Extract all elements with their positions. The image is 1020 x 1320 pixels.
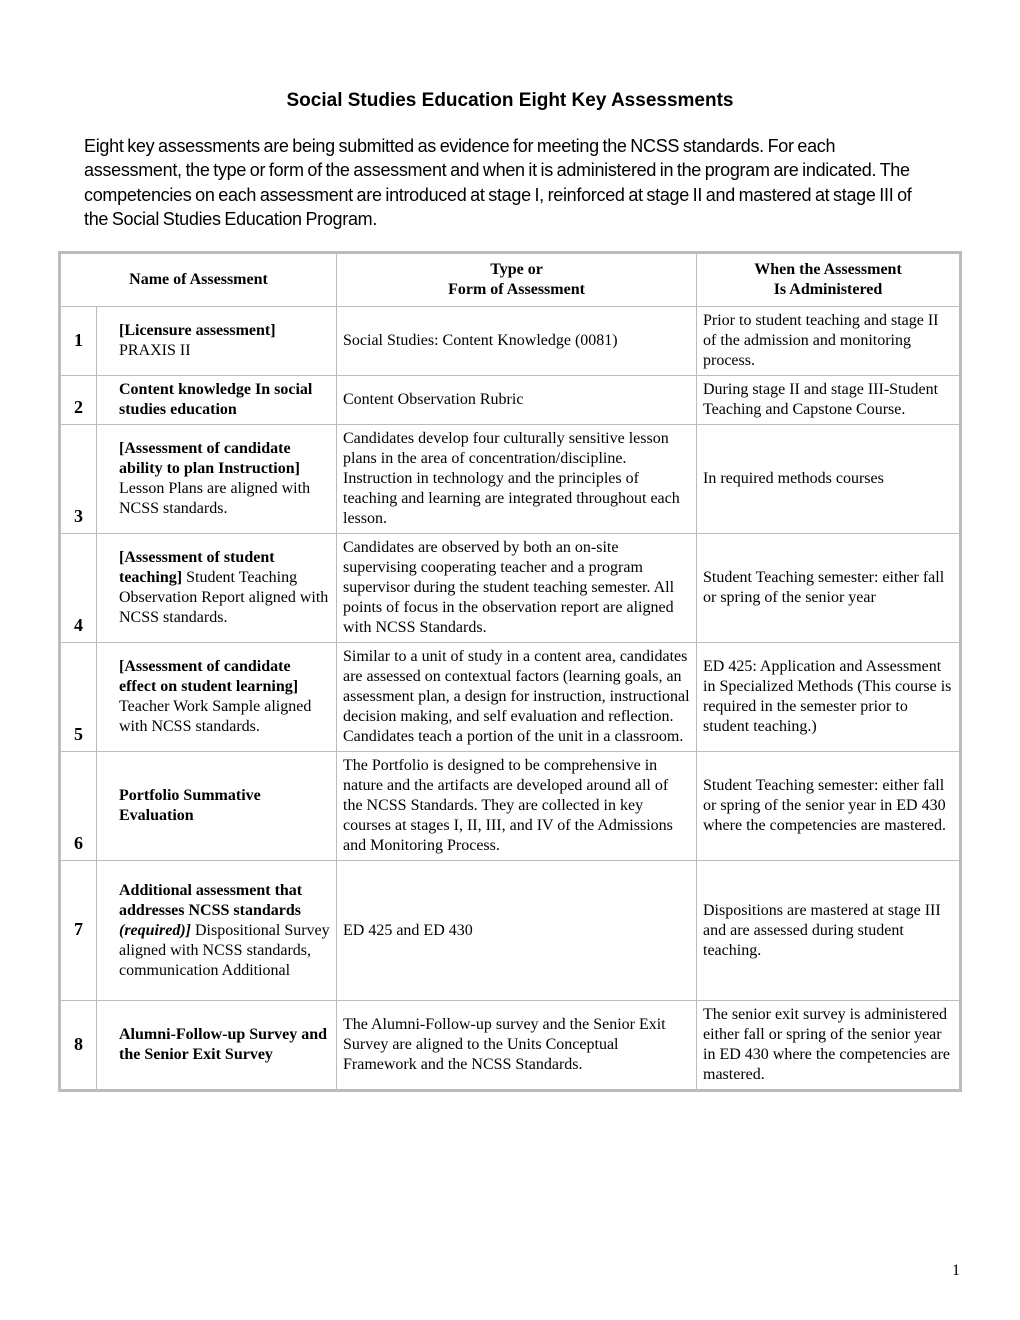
- assessment-when: The senior exit survey is administered e…: [697, 1001, 960, 1090]
- page-number: 1: [952, 1262, 960, 1280]
- header-type-line2: Form of Assessment: [448, 281, 585, 298]
- name-bold: [Assessment of candidate effect on stude…: [119, 658, 298, 695]
- header-when-line1: When the Assessment: [754, 261, 902, 278]
- assessment-type: The Alumni-Follow-up survey and the Seni…: [337, 1001, 697, 1090]
- assessment-when: Student Teaching semester: either fall o…: [697, 752, 960, 861]
- row-number: 1: [61, 307, 97, 376]
- table-row: 8 Alumni-Follow-up Survey and the Senior…: [61, 1001, 960, 1090]
- name-bold: [Assessment of candidate ability to plan…: [119, 440, 300, 477]
- assessment-when: Student Teaching semester: either fall o…: [697, 534, 960, 643]
- name-rest: Teacher Work Sample aligned with NCSS st…: [119, 698, 311, 735]
- assessment-when: During stage II and stage III-Student Te…: [697, 376, 960, 425]
- header-name: Name of Assessment: [61, 254, 337, 307]
- assessment-when: In required methods courses: [697, 425, 960, 534]
- assessment-name: Content knowledge In social studies educ…: [97, 376, 337, 425]
- row-number: 6: [61, 752, 97, 861]
- assessment-when: Prior to student teaching and stage II o…: [697, 307, 960, 376]
- header-when: When the Assessment Is Administered: [697, 254, 960, 307]
- assessment-name: [Assessment of candidate ability to plan…: [97, 425, 337, 534]
- row-number: 7: [61, 861, 97, 1001]
- page-title: Social Studies Education Eight Key Asses…: [60, 90, 960, 112]
- assessment-type: Social Studies: Content Knowledge (0081): [337, 307, 697, 376]
- assessment-name: [Assessment of candidate effect on stude…: [97, 643, 337, 752]
- name-italic: (required)]: [119, 922, 191, 939]
- assessment-name: [Licensure assessment] PRAXIS II: [97, 307, 337, 376]
- assessment-name: [Assessment of student teaching] Student…: [97, 534, 337, 643]
- table-row: 1 [Licensure assessment] PRAXIS II Socia…: [61, 307, 960, 376]
- name-bold: Alumni-Follow-up Survey and the Senior E…: [119, 1026, 327, 1063]
- intro-paragraph: Eight key assessments are being submitte…: [84, 134, 936, 231]
- name-rest: PRAXIS II: [119, 342, 191, 359]
- assessment-name: Additional assessment that addresses NCS…: [97, 861, 337, 1001]
- assessment-name: Portfolio Summative Evaluation: [97, 752, 337, 861]
- assessments-table: Name of Assessment Type or Form of Asses…: [60, 253, 960, 1090]
- assessment-when: ED 425: Application and Assessment in Sp…: [697, 643, 960, 752]
- table-header-row: Name of Assessment Type or Form of Asses…: [61, 254, 960, 307]
- name-bold: Portfolio Summative Evaluation: [119, 787, 261, 824]
- table-row: 2 Content knowledge In social studies ed…: [61, 376, 960, 425]
- assessment-type: The Portfolio is designed to be comprehe…: [337, 752, 697, 861]
- row-number: 8: [61, 1001, 97, 1090]
- assessment-type: Candidates are observed by both an on-si…: [337, 534, 697, 643]
- header-type-line1: Type or: [490, 261, 543, 278]
- assessment-type: ED 425 and ED 430: [337, 861, 697, 1001]
- table-row: 4 [Assessment of student teaching] Stude…: [61, 534, 960, 643]
- table-row: 6 Portfolio Summative Evaluation The Por…: [61, 752, 960, 861]
- assessment-type: Similar to a unit of study in a content …: [337, 643, 697, 752]
- name-bold: Content knowledge In social studies educ…: [119, 381, 312, 418]
- header-when-line2: Is Administered: [774, 281, 883, 298]
- row-number: 5: [61, 643, 97, 752]
- name-bold: [Licensure assessment]: [119, 322, 276, 339]
- name-bold: Additional assessment that addresses NCS…: [119, 882, 302, 919]
- table-row: 5 [Assessment of candidate effect on stu…: [61, 643, 960, 752]
- assessment-type: Content Observation Rubric: [337, 376, 697, 425]
- row-number: 3: [61, 425, 97, 534]
- assessment-when: Dispositions are mastered at stage III a…: [697, 861, 960, 1001]
- row-number: 4: [61, 534, 97, 643]
- assessment-type: Candidates develop four culturally sensi…: [337, 425, 697, 534]
- assessment-name: Alumni-Follow-up Survey and the Senior E…: [97, 1001, 337, 1090]
- row-number: 2: [61, 376, 97, 425]
- header-type: Type or Form of Assessment: [337, 254, 697, 307]
- table-row: 3 [Assessment of candidate ability to pl…: [61, 425, 960, 534]
- name-rest: Lesson Plans are aligned with NCSS stand…: [119, 480, 310, 517]
- table-row: 7 Additional assessment that addresses N…: [61, 861, 960, 1001]
